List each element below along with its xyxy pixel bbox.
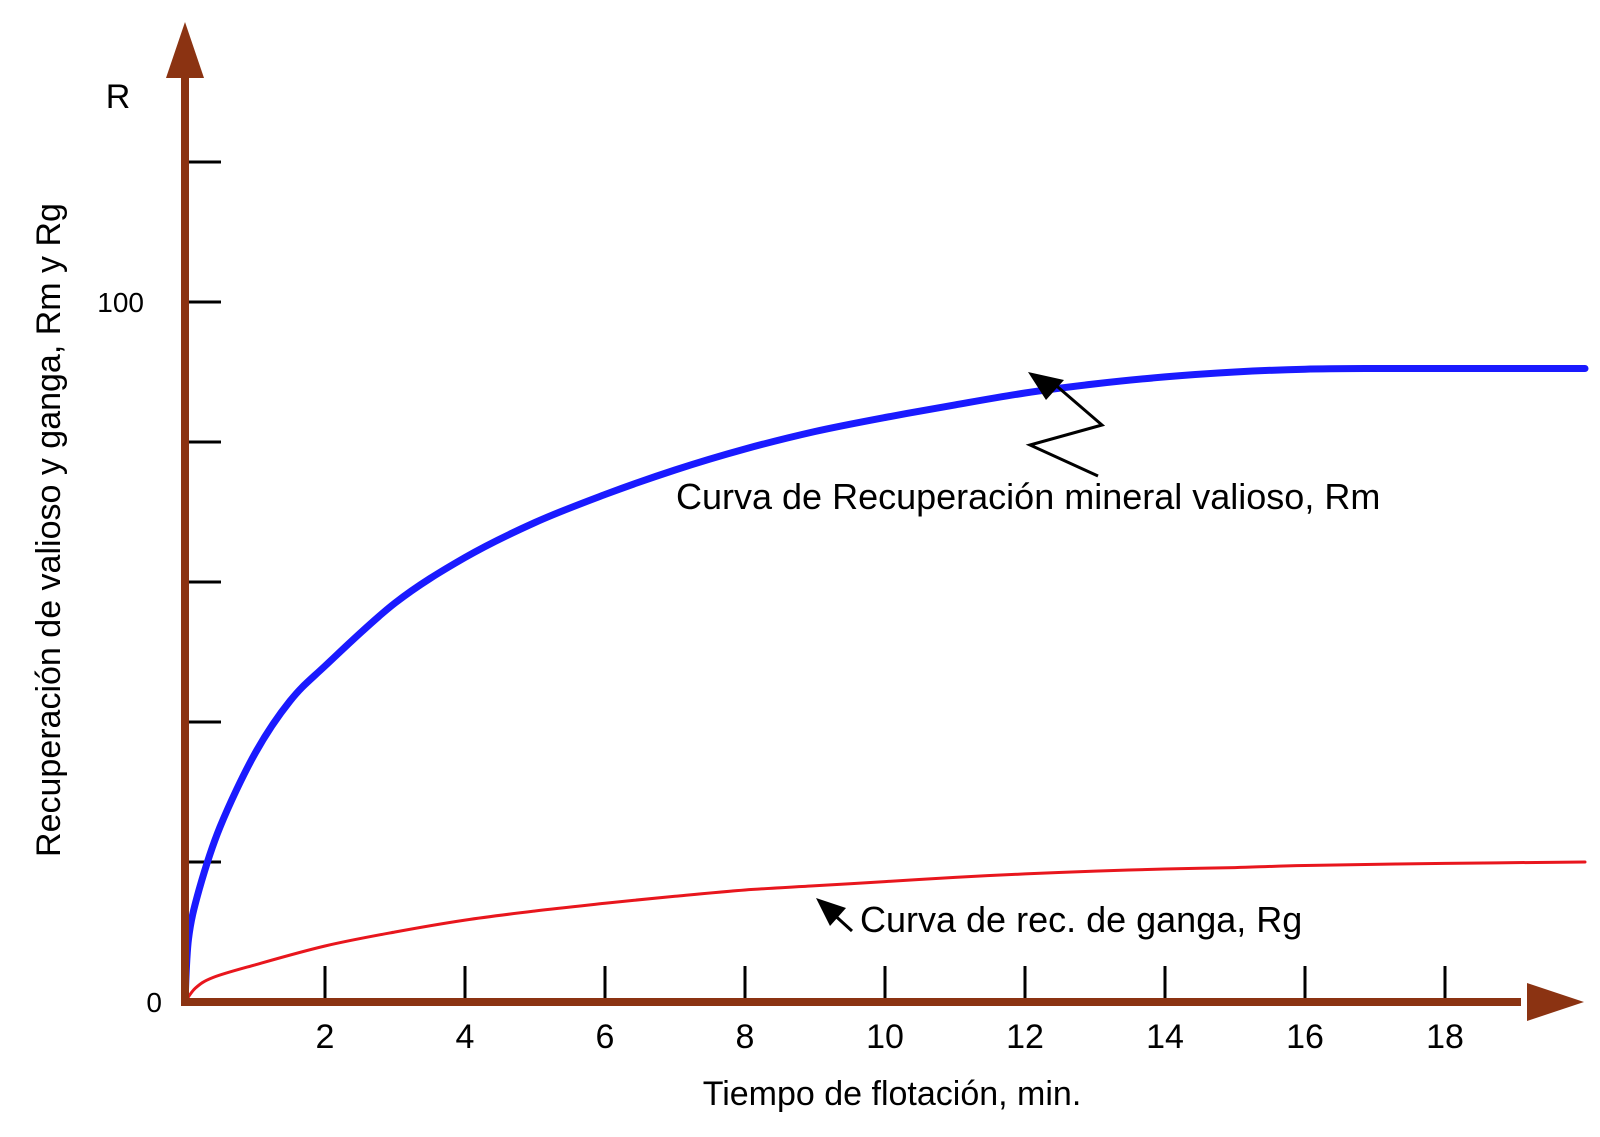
x-axis-label: Tiempo de flotación, min.	[703, 1075, 1082, 1113]
series-line-rg	[183, 860, 1587, 1004]
annotation-arrow-rm	[1025, 380, 1106, 478]
x-axis-arrowhead	[1527, 983, 1584, 1021]
annotation-rm: Curva de Recuperación mineral valioso, R…	[676, 372, 1380, 517]
x-tick-label: 2	[316, 1018, 335, 1056]
y-tick-label: 0	[146, 987, 162, 1018]
annotation-arrowhead-rg	[816, 898, 846, 926]
x-tick-label: 8	[736, 1018, 755, 1056]
y-axis-symbol: R	[106, 78, 131, 116]
annotation-text-rm: Curva de Recuperación mineral valioso, R…	[676, 476, 1380, 517]
y-axis-label: Recuperación de valioso y ganga, Rm y Rg	[30, 203, 68, 857]
x-tick-label: 6	[596, 1018, 615, 1056]
y-axis-line	[181, 70, 189, 1003]
x-tick-label: 12	[1006, 1018, 1044, 1056]
annotation-arrowhead-rm	[1028, 372, 1064, 400]
annotation-text-rg: Curva de rec. de ganga, Rg	[860, 899, 1302, 940]
x-axis-ticks	[323, 966, 1447, 1002]
x-tick-label: 10	[866, 1018, 904, 1056]
y-axis-ticks	[185, 160, 221, 864]
y-tick-label: 100	[97, 287, 144, 318]
x-tick-label: 14	[1146, 1018, 1184, 1056]
annotation-rg: Curva de rec. de ganga, Rg	[816, 898, 1302, 940]
x-tick-label: 16	[1286, 1018, 1324, 1056]
axes	[166, 22, 1584, 1021]
x-tick-label: 18	[1426, 1018, 1464, 1056]
y-axis-arrowhead	[166, 22, 204, 78]
y-tick-labels: 0 100	[97, 287, 162, 1018]
x-axis-line	[181, 998, 1521, 1006]
series-line-rm	[181, 364, 1589, 1006]
x-tick-labels: 2 4 6 8 10 12 14 16 18	[316, 1018, 1464, 1056]
x-tick-label: 4	[456, 1018, 475, 1056]
